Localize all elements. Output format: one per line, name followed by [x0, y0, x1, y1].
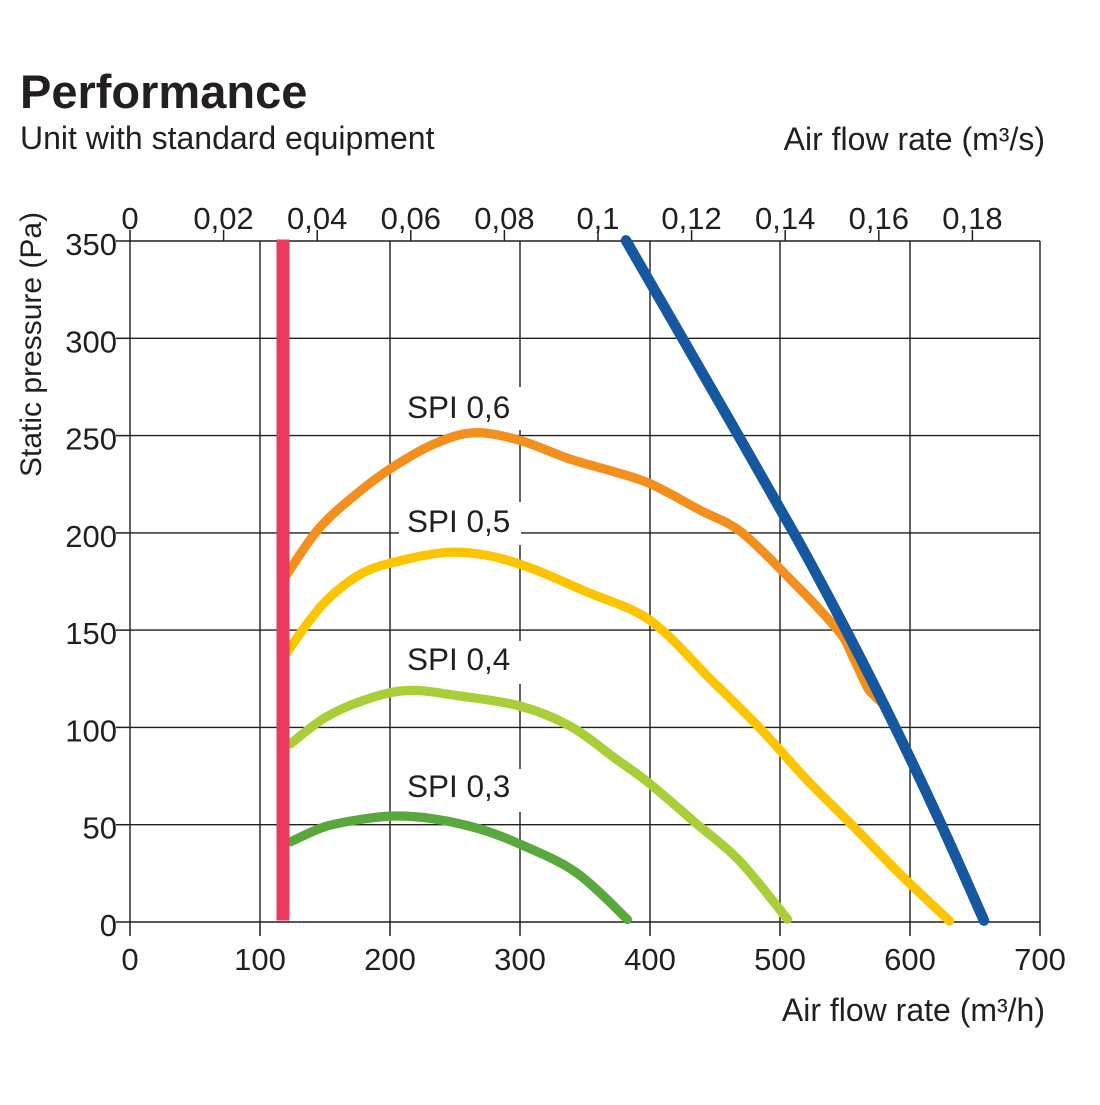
svg-text:150: 150: [65, 616, 117, 651]
svg-text:0,08: 0,08: [474, 201, 534, 236]
svg-text:0,04: 0,04: [287, 201, 347, 236]
svg-text:250: 250: [65, 422, 117, 457]
svg-text:Static pressure (Pa): Static pressure (Pa): [15, 212, 48, 477]
svg-text:0,14: 0,14: [755, 201, 815, 236]
svg-text:600: 600: [884, 942, 936, 977]
svg-text:400: 400: [624, 942, 676, 977]
svg-text:200: 200: [65, 519, 117, 554]
svg-text:50: 50: [83, 811, 117, 846]
svg-text:100: 100: [234, 942, 286, 977]
svg-text:SPI 0,5: SPI 0,5: [407, 503, 510, 539]
svg-text:SPI 0,4: SPI 0,4: [407, 641, 510, 677]
svg-text:0,1: 0,1: [576, 201, 619, 236]
svg-text:0: 0: [121, 942, 138, 977]
svg-text:0,06: 0,06: [381, 201, 441, 236]
svg-text:0: 0: [121, 201, 138, 236]
svg-text:350: 350: [65, 227, 117, 262]
svg-text:300: 300: [65, 324, 117, 359]
svg-text:Performance: Performance: [20, 65, 307, 118]
svg-text:0,16: 0,16: [849, 201, 909, 236]
svg-text:0,02: 0,02: [193, 201, 253, 236]
svg-text:0,12: 0,12: [661, 201, 721, 236]
svg-text:300: 300: [494, 942, 546, 977]
svg-text:Air flow rate (m³/h): Air flow rate (m³/h): [782, 992, 1045, 1028]
svg-text:SPI 0,3: SPI 0,3: [407, 768, 510, 804]
svg-text:Unit with standard equipment: Unit with standard equipment: [20, 120, 435, 156]
svg-text:200: 200: [364, 942, 416, 977]
svg-text:SPI 0,6: SPI 0,6: [407, 389, 510, 425]
svg-text:100: 100: [65, 713, 117, 748]
svg-text:700: 700: [1014, 942, 1066, 977]
svg-text:Air flow rate (m³/s): Air flow rate (m³/s): [784, 121, 1045, 157]
svg-text:500: 500: [754, 942, 806, 977]
svg-text:0: 0: [100, 908, 117, 943]
svg-text:0,18: 0,18: [942, 201, 1002, 236]
